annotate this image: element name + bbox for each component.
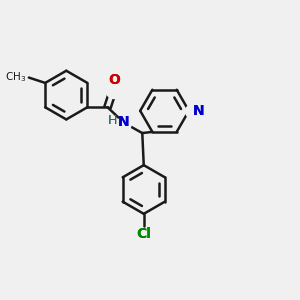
Text: N: N <box>192 104 204 118</box>
Text: O: O <box>108 73 120 87</box>
Text: H: H <box>108 114 117 128</box>
Text: H: H <box>108 114 117 128</box>
Text: O: O <box>108 73 120 87</box>
Text: N: N <box>118 116 130 129</box>
Text: CH$_3$: CH$_3$ <box>5 70 26 84</box>
Text: N: N <box>193 104 204 118</box>
Text: N: N <box>118 116 130 129</box>
Text: Cl: Cl <box>136 227 151 241</box>
Text: Cl: Cl <box>136 227 151 241</box>
